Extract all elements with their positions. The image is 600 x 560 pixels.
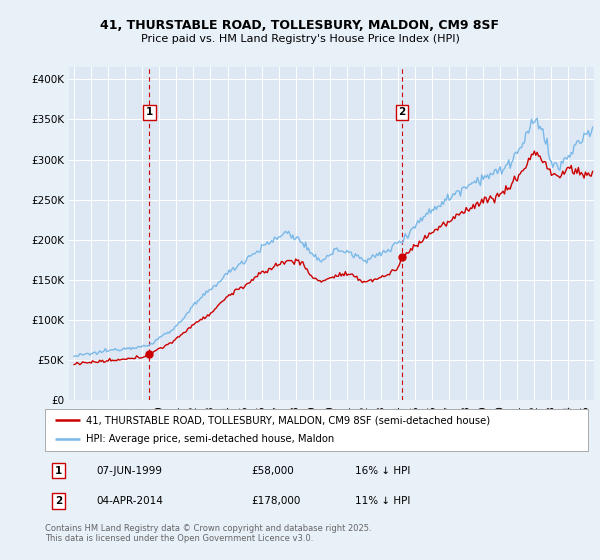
Text: £178,000: £178,000 (251, 496, 301, 506)
Text: 16% ↓ HPI: 16% ↓ HPI (355, 466, 410, 476)
Text: 41, THURSTABLE ROAD, TOLLESBURY, MALDON, CM9 8SF: 41, THURSTABLE ROAD, TOLLESBURY, MALDON,… (101, 18, 499, 32)
Text: 41, THURSTABLE ROAD, TOLLESBURY, MALDON, CM9 8SF (semi-detached house): 41, THURSTABLE ROAD, TOLLESBURY, MALDON,… (86, 415, 490, 425)
Text: 07-JUN-1999: 07-JUN-1999 (97, 466, 163, 476)
Text: 1: 1 (146, 107, 153, 117)
Text: 1: 1 (55, 466, 62, 476)
Text: HPI: Average price, semi-detached house, Maldon: HPI: Average price, semi-detached house,… (86, 435, 334, 445)
Text: Price paid vs. HM Land Registry's House Price Index (HPI): Price paid vs. HM Land Registry's House … (140, 34, 460, 44)
Text: 2: 2 (55, 496, 62, 506)
FancyBboxPatch shape (45, 409, 588, 451)
Text: 2: 2 (398, 107, 406, 117)
Text: Contains HM Land Registry data © Crown copyright and database right 2025.
This d: Contains HM Land Registry data © Crown c… (45, 524, 371, 543)
Text: £58,000: £58,000 (251, 466, 294, 476)
Text: 11% ↓ HPI: 11% ↓ HPI (355, 496, 410, 506)
Text: 04-APR-2014: 04-APR-2014 (97, 496, 163, 506)
